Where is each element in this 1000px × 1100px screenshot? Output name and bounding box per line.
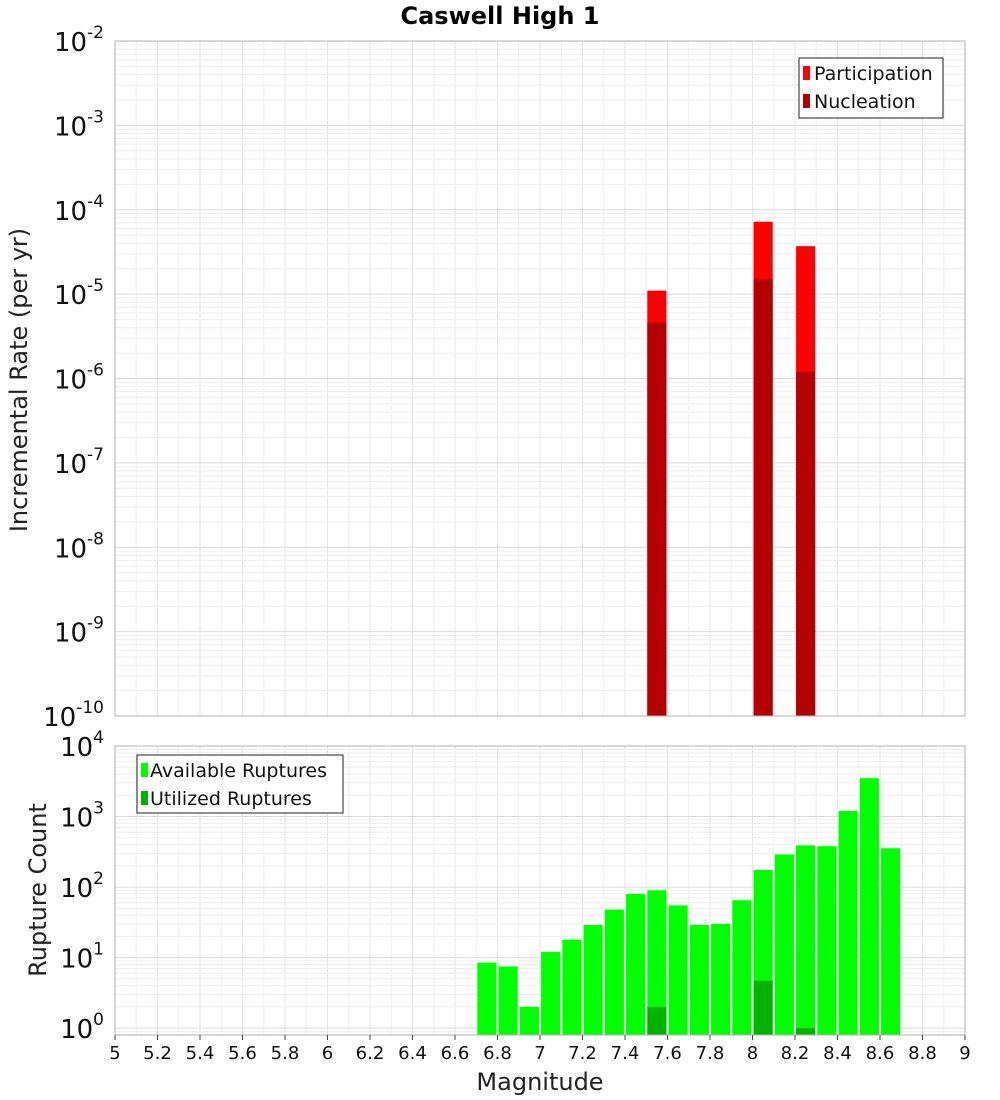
legend-swatch-available	[141, 763, 148, 777]
top-bar-s2	[796, 371, 816, 716]
bottom-bar-s1	[498, 966, 518, 1035]
x-tick-label: 8.4	[823, 1043, 852, 1064]
bottom-y-tick-label: 102	[60, 869, 104, 904]
bottom-bar-s2	[753, 980, 773, 1035]
x-tick-label: 6	[322, 1043, 333, 1064]
x-tick-label: 8.6	[866, 1043, 895, 1064]
bottom-y-axis-label: Rupture Count	[24, 803, 52, 977]
x-tick-label: 6.4	[398, 1043, 427, 1064]
x-tick-label: 6.2	[356, 1043, 385, 1064]
x-tick-label: 9	[959, 1043, 970, 1064]
x-tick-label: 7.6	[653, 1043, 682, 1064]
bottom-bar-s2	[647, 1006, 667, 1035]
legend-label-utilized: Utilized Ruptures	[150, 788, 312, 810]
bottom-y-tick-label: 100	[60, 1010, 104, 1045]
bottom-y-ticks: 100 101 102 103 104	[60, 728, 104, 1045]
bottom-bar-s1	[668, 905, 688, 1035]
top-y-tick-label: 10-3	[54, 107, 104, 142]
top-y-tick-label: 10-6	[54, 361, 104, 396]
x-tick-label: 7.8	[696, 1043, 725, 1064]
bottom-bar-s1	[838, 810, 858, 1035]
bottom-bar-s2	[796, 1028, 816, 1035]
bottom-y-tick-label: 101	[60, 940, 104, 975]
bottom-y-tick-label: 104	[60, 728, 104, 763]
top-y-tick-label: 10-2	[54, 23, 104, 58]
top-y-axis-label: Incremental Rate (per yr)	[5, 228, 33, 532]
x-tick-label: 5.4	[186, 1043, 215, 1064]
top-y-tick-label: 10-7	[54, 445, 104, 480]
bottom-bar-s1	[562, 939, 582, 1035]
bottom-bar-s1	[689, 925, 709, 1035]
bottom-plot: 100 101 102 103 104 5 5.2 5.4 5.6 5.8 6 6.2 6.4 6.6 6…	[24, 728, 971, 1096]
top-bar-s2	[647, 322, 667, 716]
top-y-tick-label: 10-9	[54, 614, 104, 649]
bottom-bars	[477, 778, 901, 1035]
legend-label-nucleation: Nucleation	[814, 91, 916, 113]
bottom-bar-s1	[859, 778, 879, 1035]
top-y-tick-label: 10-4	[54, 192, 104, 227]
x-tick-label: 7	[534, 1043, 545, 1064]
x-tick-label: 5	[109, 1043, 120, 1064]
top-y-tick-label: 10-5	[54, 276, 104, 311]
bottom-bar-s1	[541, 952, 561, 1035]
bottom-legend-box	[136, 754, 344, 814]
bottom-bar-s1	[583, 925, 603, 1035]
bottom-y-tick-label: 103	[60, 799, 104, 834]
bottom-bar-s1	[477, 962, 497, 1035]
x-tick-label: 6.6	[441, 1043, 470, 1064]
legend-swatch-nucleation	[803, 94, 810, 108]
legend-swatch-participation	[803, 66, 810, 80]
top-bars	[647, 221, 816, 716]
bottom-bar-s1	[796, 845, 816, 1035]
x-tick-label: 5.2	[143, 1043, 172, 1064]
bottom-legend: Available Ruptures Utilized Ruptures	[136, 754, 344, 814]
bottom-bar-s1	[626, 893, 646, 1035]
top-plot-frame	[114, 40, 966, 717]
x-tick-label: 7.4	[611, 1043, 640, 1064]
bottom-bar-s1	[732, 900, 752, 1035]
x-tick-label: 5.8	[271, 1043, 300, 1064]
bottom-bar-s1	[817, 846, 837, 1035]
bottom-bar-s1	[604, 909, 624, 1035]
top-legend: Participation Nucleation	[798, 57, 944, 119]
bottom-bar-s1	[711, 923, 731, 1035]
top-y-tick-label: 10-8	[54, 529, 104, 564]
top-legend-box	[798, 57, 944, 119]
x-tick-label: 8.2	[781, 1043, 810, 1064]
x-tick-label: 8	[747, 1043, 758, 1064]
chart-title: Caswell High 1	[401, 2, 600, 30]
bottom-bar-s1	[519, 1006, 539, 1035]
x-tick-label: 6.8	[483, 1043, 512, 1064]
x-axis-label: Magnitude	[476, 1068, 603, 1096]
x-tick-label: 8.8	[908, 1043, 937, 1064]
bottom-bar-s1	[647, 890, 667, 1035]
top-plot: 10-10 10-9 10-8 10-7 10-6 10-5 10-4 10-3 10-2 In…	[5, 23, 966, 733]
x-tick-label: 7.2	[568, 1043, 597, 1064]
top-y-ticks: 10-10 10-9 10-8 10-7 10-6 10-5 10-4 10-3 10-2	[43, 23, 104, 733]
top-bar-s2	[753, 279, 773, 716]
legend-swatch-utilized	[141, 791, 148, 805]
bottom-bar-s1	[881, 848, 901, 1035]
x-ticks: 5 5.2 5.4 5.6 5.8 6 6.2 6.4 6.6 6.8 7 7.2 7.4 7.6 7.8 8…	[109, 1035, 971, 1064]
bottom-bar-s1	[774, 854, 794, 1035]
top-grid	[114, 40, 966, 717]
x-tick-label: 5.6	[228, 1043, 257, 1064]
top-y-tick-label: 10-10	[43, 698, 104, 733]
legend-label-participation: Participation	[814, 63, 933, 85]
legend-label-available: Available Ruptures	[150, 760, 327, 782]
